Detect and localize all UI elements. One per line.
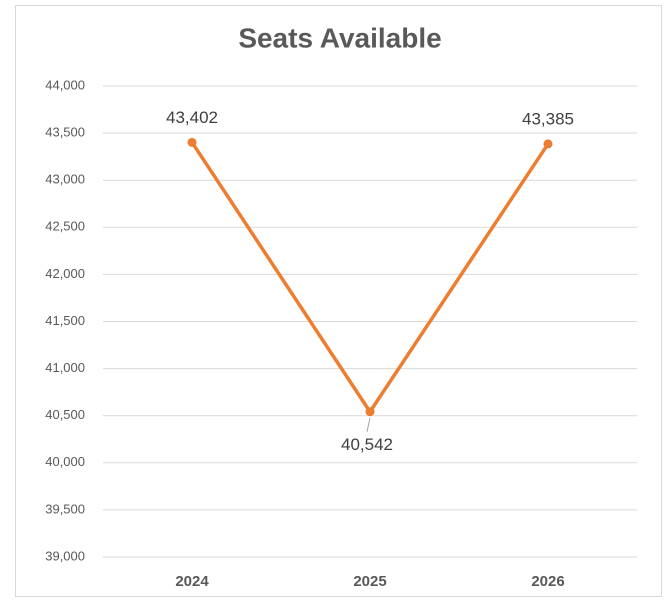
y-tick-label: 42,000 [45, 266, 85, 281]
x-tick-label: 2025 [353, 573, 386, 590]
y-tick-label: 40,500 [45, 407, 85, 422]
data-label: 40,542 [341, 435, 393, 454]
y-tick-label: 43,500 [45, 125, 85, 140]
leader-line [366, 417, 371, 432]
data-label: 43,402 [166, 108, 218, 127]
y-tick-label: 40,000 [45, 454, 85, 469]
chart-border [15, 5, 662, 597]
y-tick-label: 41,500 [45, 313, 85, 328]
y-tick-label: 39,500 [45, 501, 85, 516]
data-label: 43,385 [522, 109, 574, 128]
y-tick-label: 44,000 [45, 77, 85, 92]
y-tick-label: 39,000 [45, 548, 85, 563]
data-point [187, 137, 197, 147]
y-tick-label: 43,000 [45, 172, 85, 187]
x-tick-label: 2026 [531, 573, 564, 590]
y-tick-label: 41,000 [45, 360, 85, 375]
data-point [543, 139, 553, 149]
data-point [365, 407, 375, 417]
chart-title: Seats Available [238, 22, 441, 53]
x-tick-label: 2024 [175, 573, 209, 590]
y-tick-label: 42,500 [45, 219, 85, 234]
